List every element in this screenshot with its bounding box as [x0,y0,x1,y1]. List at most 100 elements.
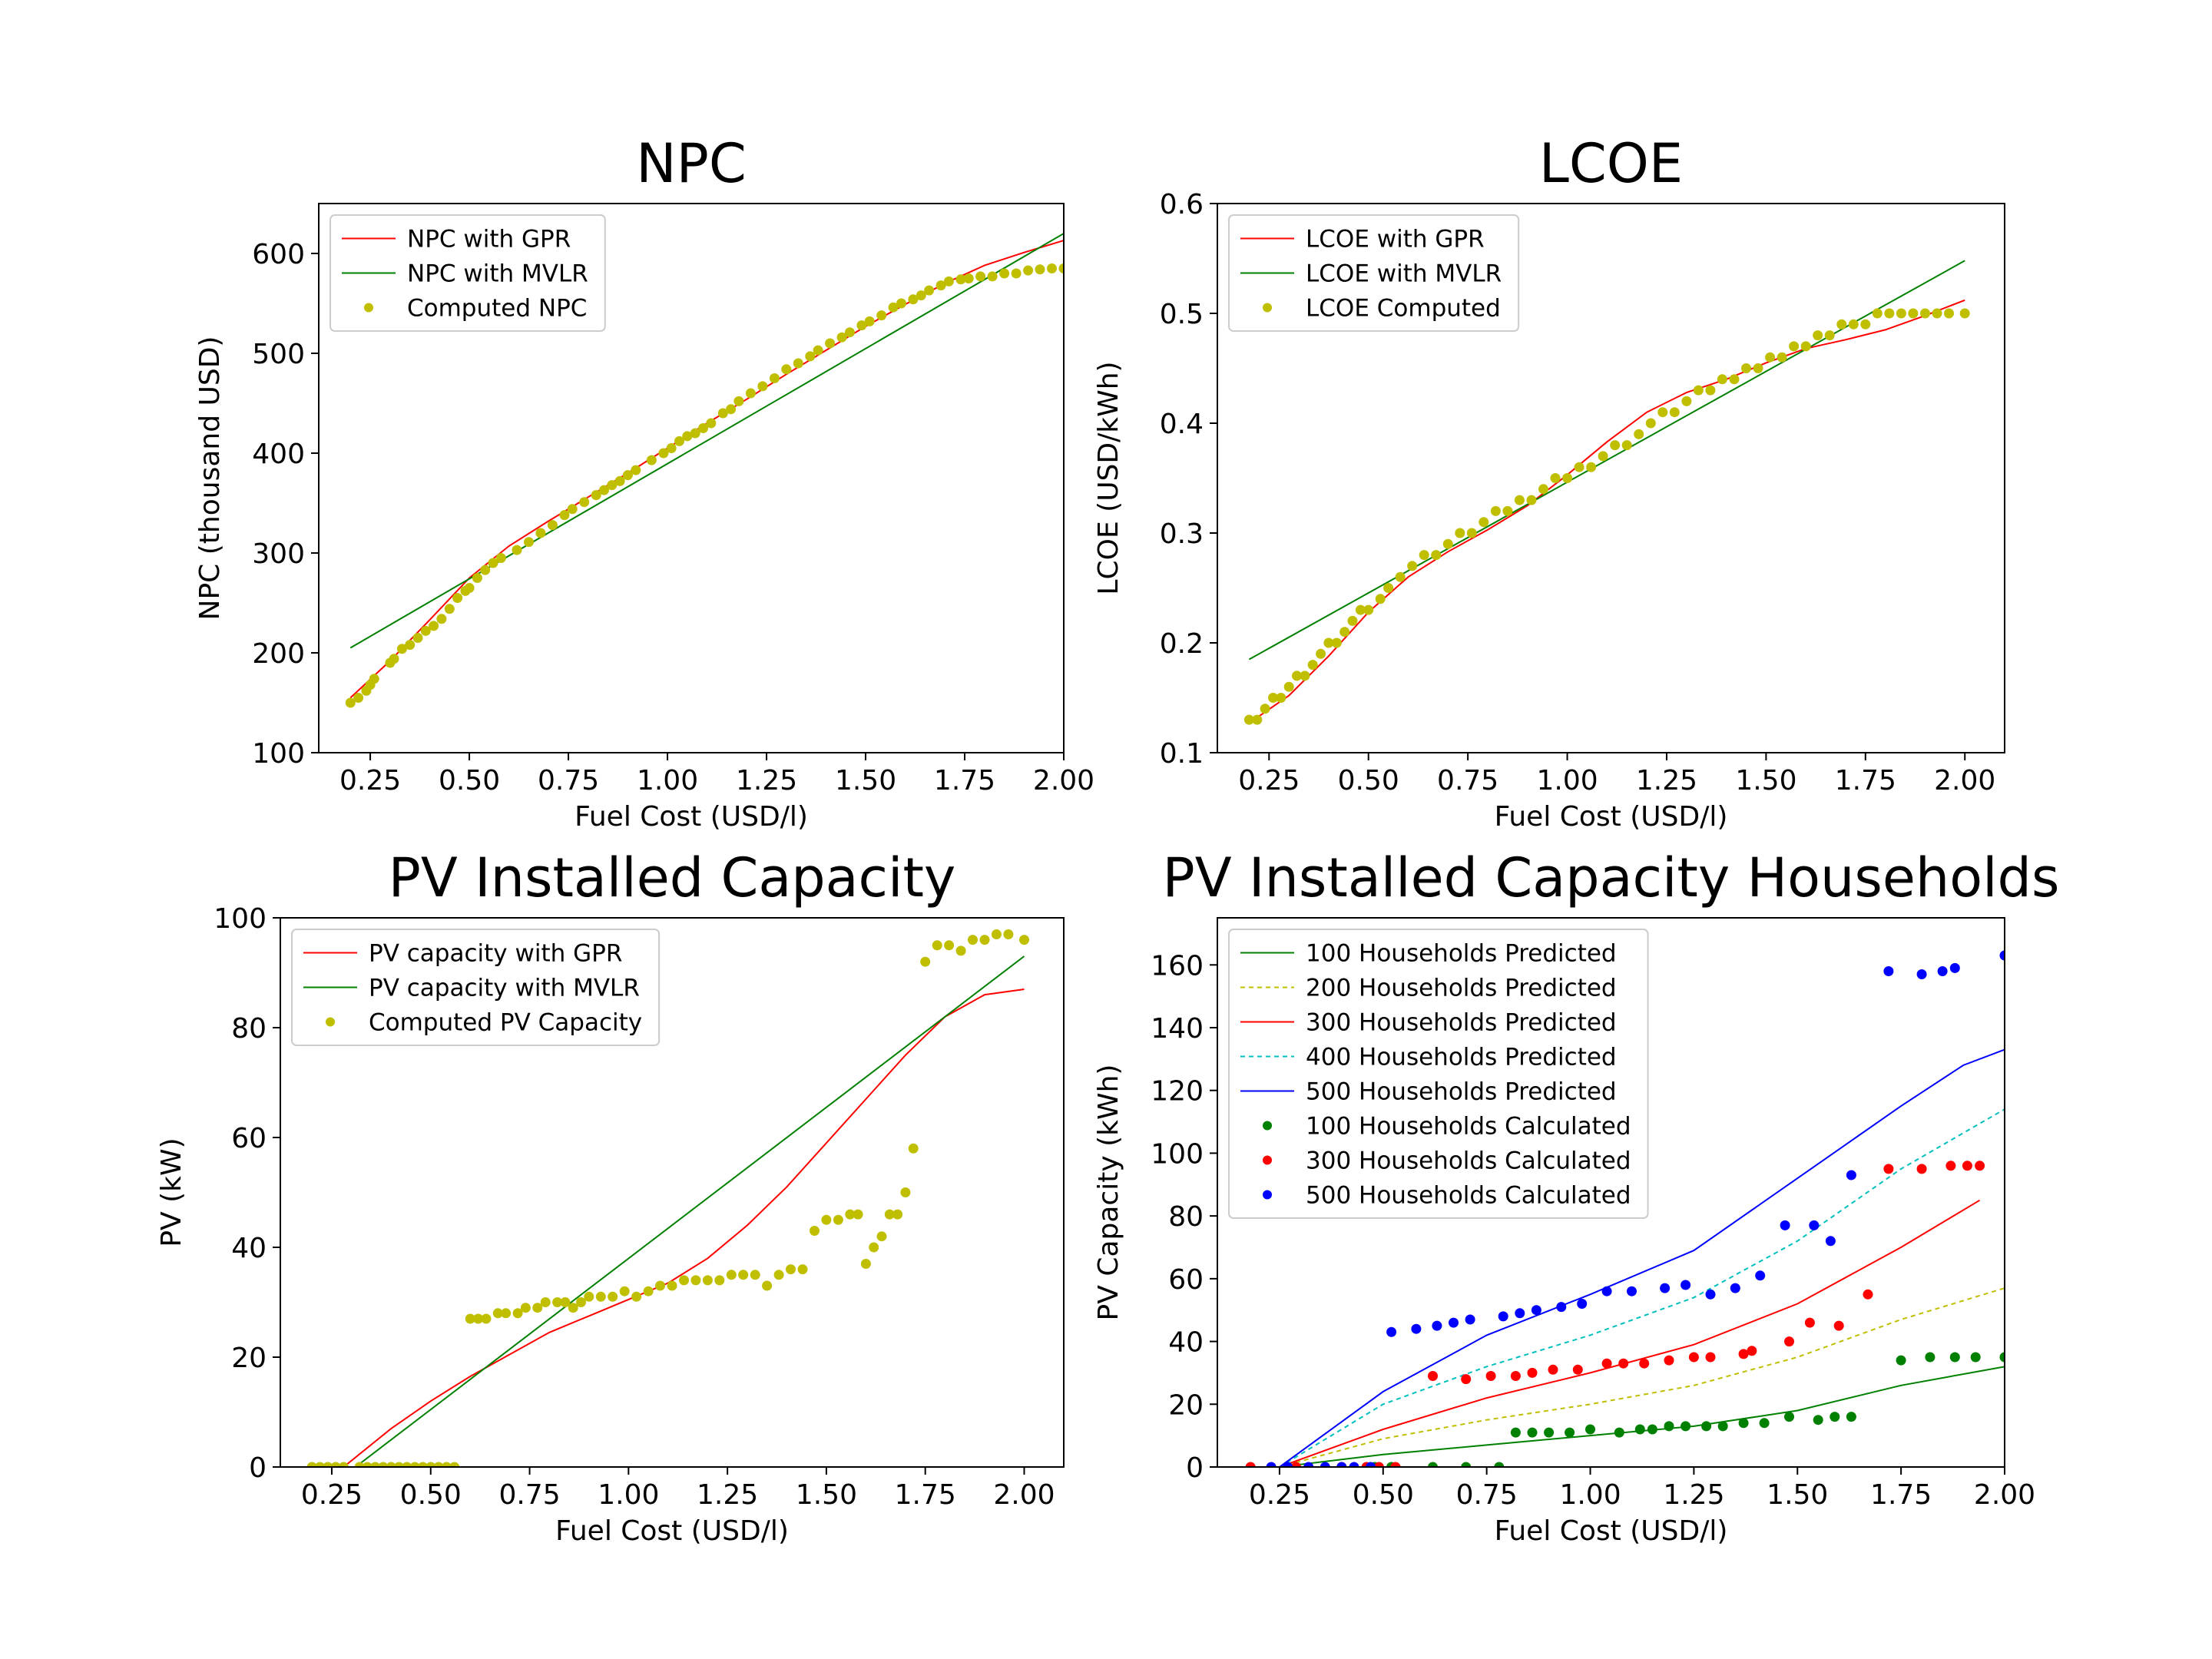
data-point [860,1259,871,1269]
data-point [370,1462,381,1467]
data-point [492,1308,503,1319]
data-point [1419,550,1429,561]
data-point [354,1462,365,1467]
data-point [1058,263,1064,273]
data-point [805,351,816,362]
data-point [1515,1308,1525,1319]
data-point [1339,627,1350,637]
data-point [1243,714,1254,725]
data-point [1777,352,1787,363]
data-point [876,310,887,321]
x-tick-label: 0.50 [1353,1479,1414,1511]
y-tick-label: 80 [231,1013,267,1045]
data-point [429,621,439,631]
data-point [943,276,954,286]
data-point [1485,1371,1496,1381]
data-point [1949,1352,1960,1363]
data-point [1003,929,1014,939]
data-point [535,528,546,538]
data-point [591,490,601,501]
x-tick-label: 1.75 [1835,765,1896,796]
data-point [1260,704,1270,714]
data-point [1705,385,1716,396]
legend-item: 300 Households Calculated [1263,1147,1631,1175]
x-tick-label: 1.25 [736,765,797,796]
legend-label: 100 Households Predicted [1306,940,1617,968]
legend-item: LCOE Computed [1263,295,1501,323]
data-point [1916,1164,1927,1174]
x-tick-label: 1.25 [1663,1479,1724,1511]
legend-label: NPC with GPR [407,226,571,253]
data-point [884,1209,895,1220]
data-point [1502,505,1513,516]
legend: LCOE with GPR LCOE with MVLR LCOE Computed [1228,214,1520,332]
legend-box [329,214,606,332]
y-tick-label: 0.4 [1160,409,1204,440]
data-point [584,1291,594,1302]
chart-npc: NPC Fuel Cost (USD/l) NPC (thousand USD) 0.… [194,132,1094,833]
x-tick-label: 0.75 [1437,765,1498,796]
legend-label: PV capacity with MVLR [369,975,640,1002]
legend-label: 300 Households Predicted [1306,1009,1617,1037]
legend-item: Computed NPC [364,295,587,323]
data-point [726,404,737,415]
data-point [793,358,803,369]
data-point [769,373,780,383]
y-tick-label: 0 [1186,1452,1204,1484]
data-point [1283,1462,1293,1467]
data-point [1498,1311,1508,1322]
legend-item: 500 Households Predicted [1240,1078,1617,1106]
data-point [935,280,946,291]
data-point [682,431,693,442]
data-point [619,1286,630,1296]
y-tick-label: 100 [1151,1138,1204,1170]
legend-item: PV capacity with GPR [303,940,622,968]
data-point [924,285,935,296]
data-point [690,428,700,439]
legend-label: Computed NPC [407,295,587,323]
x-tick-label: 1.00 [637,765,698,796]
legend: NPC with GPR NPC with MVLR Computed NPC [329,214,606,332]
data-point [666,443,677,453]
data-point [1647,1424,1657,1435]
data-point [733,396,744,406]
data-point [1363,604,1374,615]
data-point [1465,1314,1475,1325]
data-point [330,1462,341,1467]
legend-label: LCOE with GPR [1306,226,1485,253]
data-point [362,1462,373,1467]
data-point [757,381,768,392]
chart-title: PV Installed Capacity [389,846,956,909]
data-point [1681,396,1692,406]
data-point [614,475,625,486]
data-point [1759,1418,1770,1429]
series-line [1279,1048,2005,1467]
x-tick-label: 1.75 [1870,1479,1932,1511]
data-point [1490,505,1501,516]
data-point [1618,1358,1629,1369]
legend-label: Computed PV Capacity [369,1009,642,1037]
data-point [1830,1412,1840,1422]
data-point [1336,1462,1347,1467]
legend-swatch [1263,1155,1272,1165]
legend-item: NPC with MVLR [342,260,588,288]
data-point [690,1275,701,1286]
data-point [1291,1462,1301,1467]
data-point [338,1462,349,1467]
x-tick-label: 0.75 [1456,1479,1518,1511]
x-tick-label: 0.75 [538,765,599,796]
y-tick-label: 100 [252,738,305,770]
data-point [1848,319,1859,329]
x-tick-label: 1.75 [934,765,995,796]
data-point [762,1280,773,1291]
y-tick-label: 0.1 [1160,738,1204,770]
data-point [1738,1349,1749,1359]
x-tick-label: 0.75 [498,1479,560,1511]
data-point [714,1275,725,1286]
x-axis-label: Fuel Cost (USD/l) [575,801,808,833]
data-point [394,1462,404,1467]
legend: 100 Households Predicted 200 Households P… [1228,929,1649,1219]
data-point [1999,1352,2005,1363]
data-point [1526,495,1537,505]
data-point [1784,1336,1794,1347]
